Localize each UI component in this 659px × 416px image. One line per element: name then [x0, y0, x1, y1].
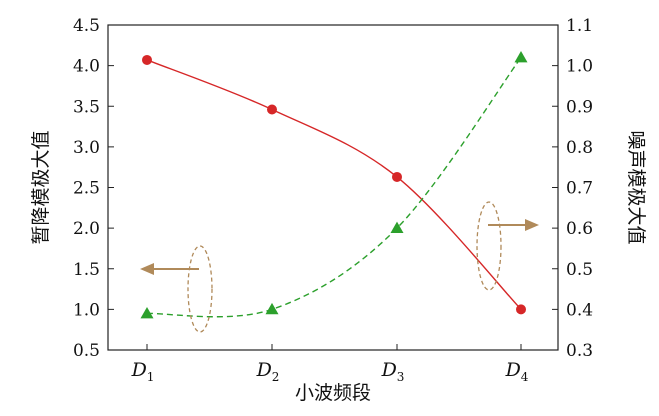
right-y-tick-label: 0.5 — [566, 260, 593, 280]
x-tick-label: D1 — [131, 359, 155, 384]
right-axis-triangle-marker — [390, 221, 404, 233]
left-y-tick-label: 3.0 — [73, 138, 100, 158]
x-tick-label-subscript: 1 — [147, 370, 155, 384]
left-axis-circle-marker — [142, 54, 152, 65]
x-tick-label: D2 — [256, 359, 280, 384]
right-axis-series-line — [146, 57, 522, 318]
axes: 0.5 1.0 1.5 2.0 2.5 3.0 3.5 4.0 4.5 0.3 0.4 0.5 0.6 0… — [73, 16, 593, 384]
x-tick-label-subscript: 3 — [397, 370, 405, 384]
right-y-tick-label: 0.6 — [566, 219, 593, 239]
left-y-tick-label: 3.5 — [73, 97, 100, 117]
left-y-tick-label: 1.5 — [73, 260, 100, 280]
left-y-tick-label: 4.0 — [73, 57, 100, 77]
x-tick-label-letter: D — [505, 359, 521, 381]
right-y-tick-label: 0.9 — [566, 97, 593, 117]
left-y-tick-label: 2.5 — [73, 179, 100, 199]
left-y-tick-label: 4.5 — [73, 16, 100, 36]
left-axis-circle-marker — [392, 171, 402, 182]
left-y-tick-label: 1.0 — [73, 300, 100, 320]
left-y-axis-label: 暂降模极大值 — [30, 130, 52, 244]
x-tick-label-subscript: 2 — [272, 370, 280, 384]
plot-frame — [107, 24, 559, 351]
series-layer — [140, 51, 528, 319]
right-axis-arrow-head — [525, 219, 539, 231]
x-tick-label-letter: D — [256, 359, 272, 381]
left-axis-series-line — [146, 59, 522, 310]
left-axis-arrow-head — [140, 263, 154, 275]
left-axis-circle-marker — [267, 104, 277, 115]
right-axis-triangle-marker — [514, 51, 528, 63]
left-axis-circle-marker — [516, 304, 526, 315]
left-series-ellipse-marker — [187, 245, 213, 333]
right-y-axis-label: 噪声模极大值 — [625, 130, 647, 244]
right-y-tick-label: 0.3 — [566, 341, 593, 361]
right-series-ellipse-marker — [476, 201, 502, 291]
x-tick-label-subscript: 4 — [521, 370, 529, 384]
x-tick-label-letter: D — [381, 359, 397, 381]
right-y-tick-label: 0.4 — [566, 300, 593, 320]
left-y-tick-label: 0.5 — [73, 341, 100, 361]
x-axis-label: 小波频段 — [295, 382, 371, 404]
x-tick-label: D3 — [381, 359, 405, 384]
right-y-tick-label: 0.7 — [566, 179, 593, 199]
x-tick-label-letter: D — [131, 359, 147, 381]
right-axis-triangle-marker — [265, 302, 279, 315]
right-axis-triangle-marker — [140, 306, 154, 319]
right-y-tick-label: 1.0 — [566, 57, 593, 77]
left-y-tick-label: 2.0 — [73, 219, 100, 239]
right-y-tick-label: 0.8 — [566, 138, 593, 158]
x-tick-label: D4 — [505, 359, 529, 384]
annotations — [140, 201, 539, 333]
right-y-tick-label: 1.1 — [566, 16, 593, 36]
